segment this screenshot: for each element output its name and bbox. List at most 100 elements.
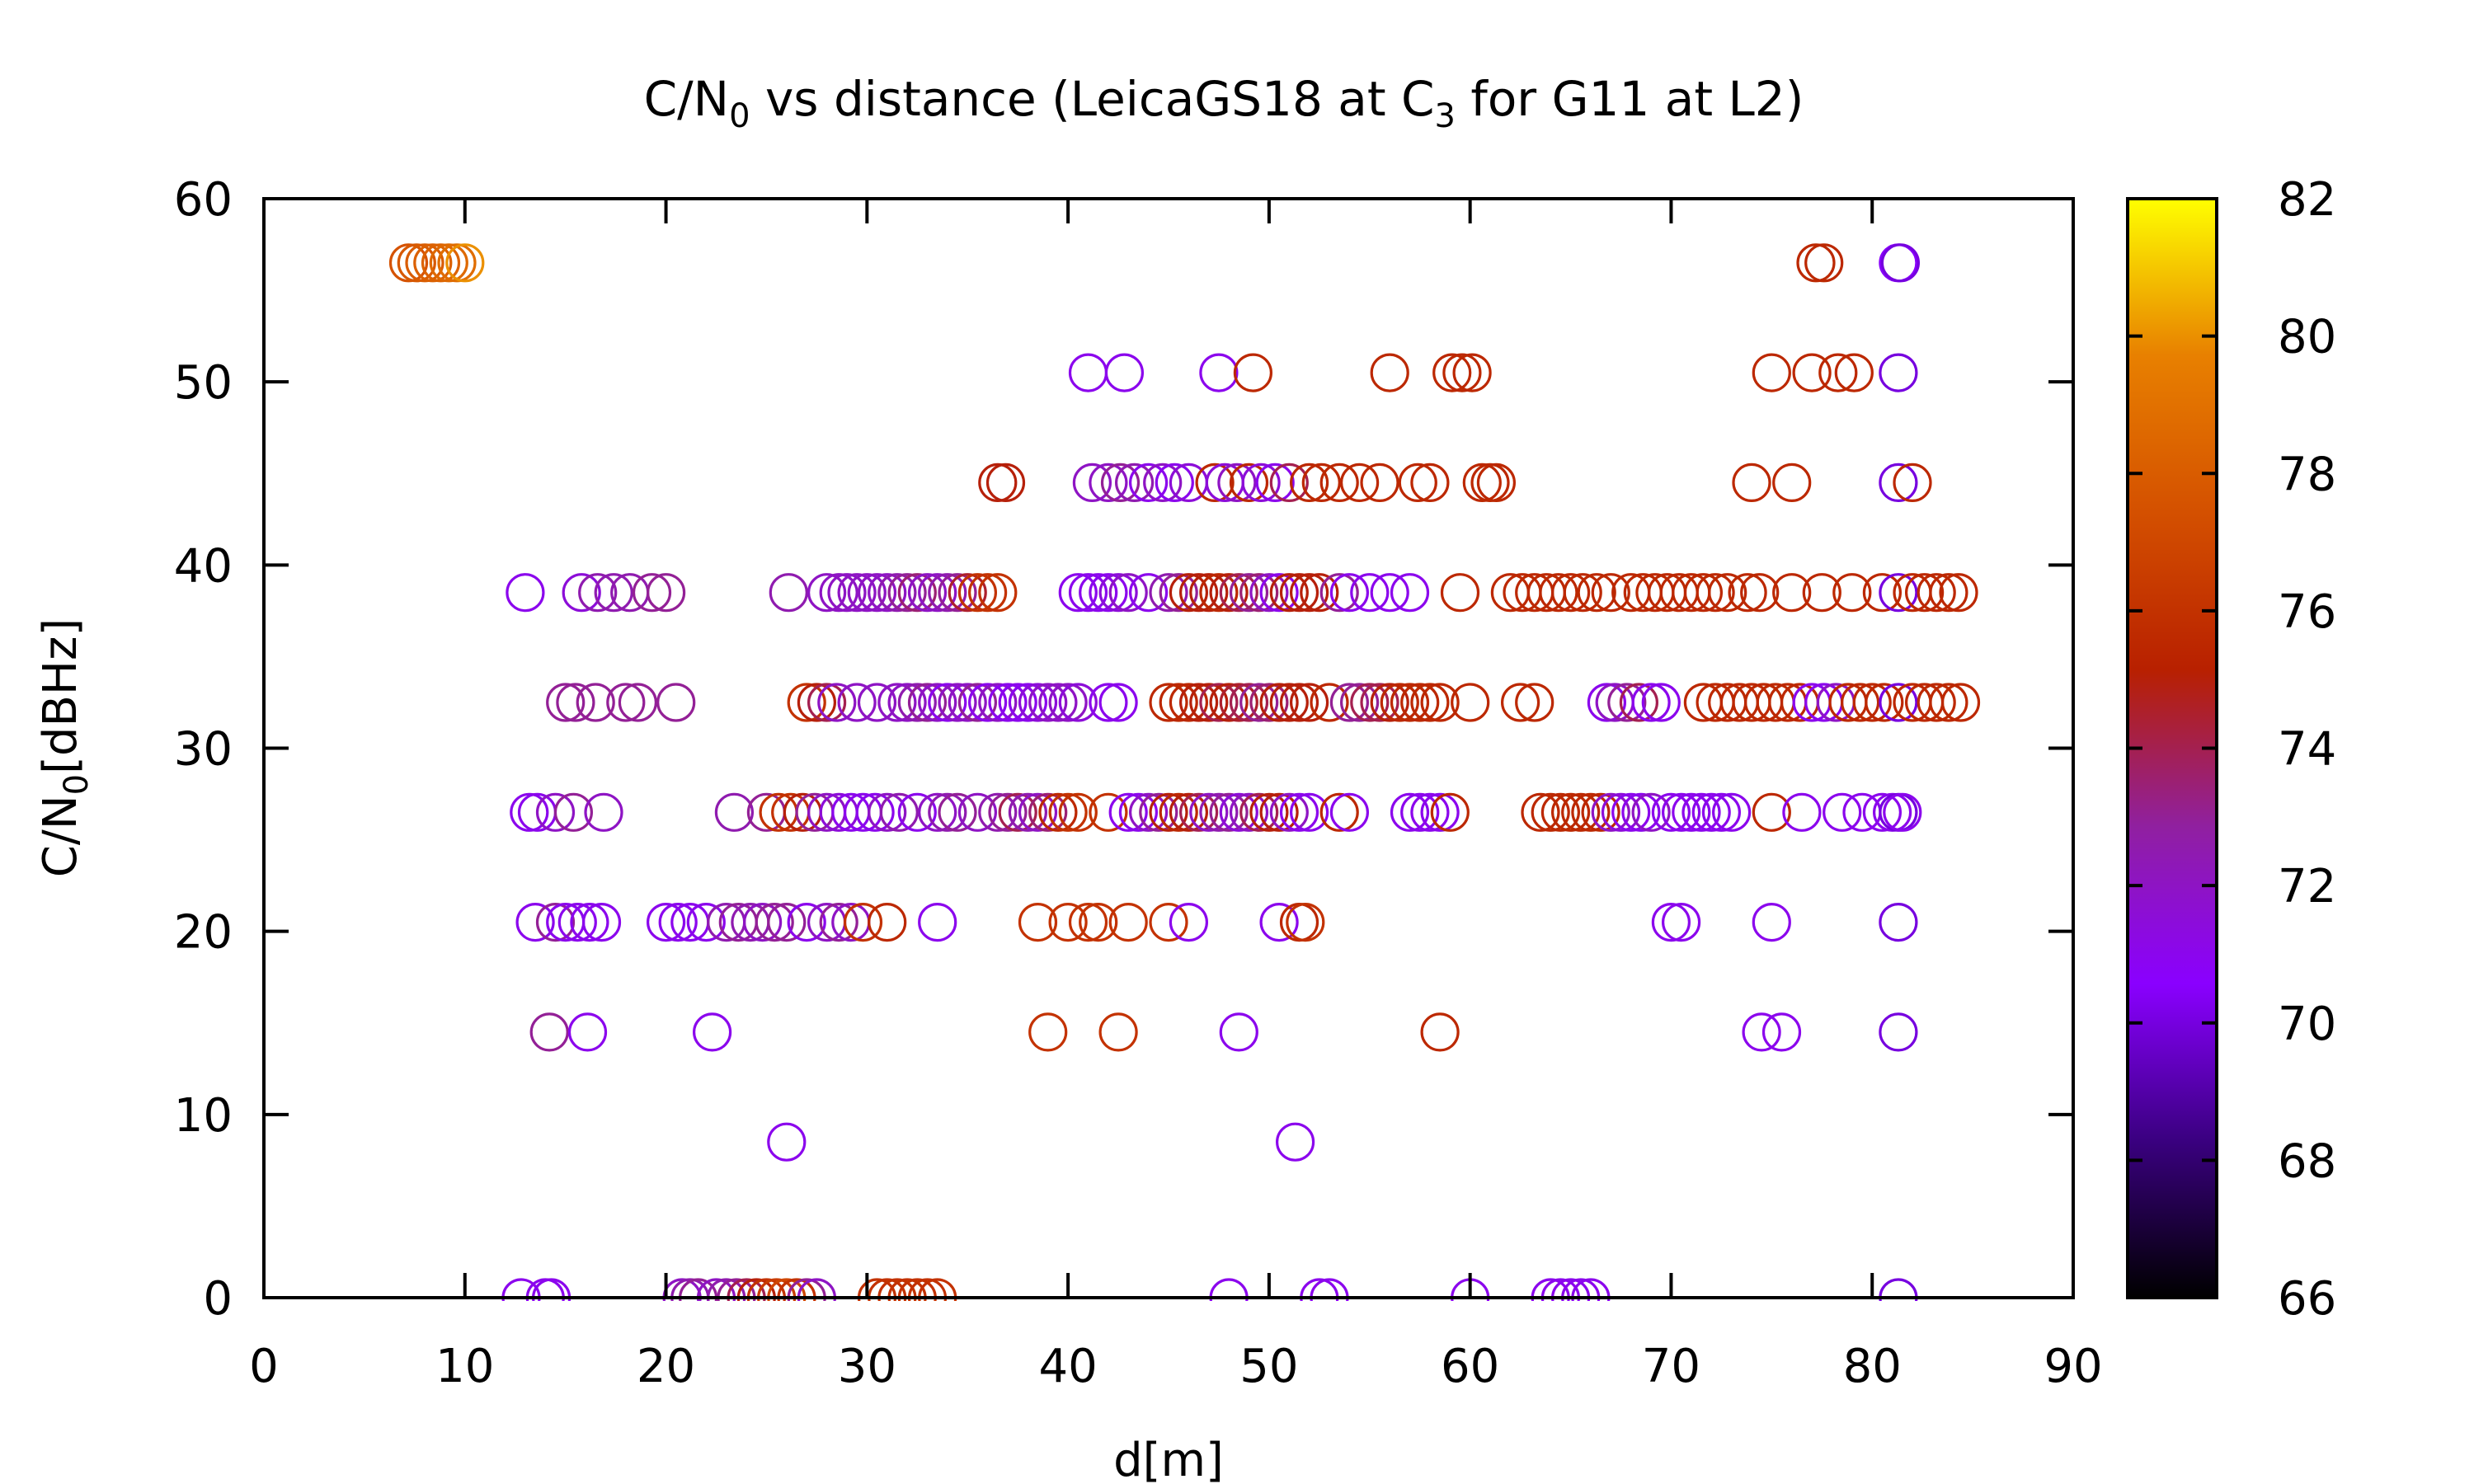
data-point [1619, 683, 1659, 722]
data-point [1259, 792, 1299, 832]
data-point [1008, 683, 1048, 722]
data-point [632, 573, 672, 613]
data-point [1939, 573, 1978, 613]
y-axis-label: C/N0[dBHz] [34, 618, 96, 877]
data-point [1879, 902, 1918, 942]
data-point [714, 792, 755, 832]
x-tick-label: 10 [435, 1340, 494, 1393]
data-point [1128, 463, 1169, 503]
x-tick-label: 70 [1642, 1340, 1700, 1393]
data-point [405, 243, 444, 283]
data-point [1169, 683, 1209, 722]
data-point [1319, 573, 1359, 613]
data-point [556, 683, 595, 722]
chart-title-subscript-2: 3 [1435, 97, 1456, 135]
data-point [1219, 573, 1258, 613]
data-point [1410, 683, 1450, 722]
data-point [1169, 792, 1209, 832]
data-point [1929, 683, 1968, 722]
data-point [807, 683, 847, 722]
data-point [1400, 683, 1440, 722]
data-point [557, 902, 597, 942]
data-point [1108, 792, 1148, 832]
data-point [1189, 683, 1229, 722]
data-point [1917, 683, 1956, 722]
data-point [1672, 792, 1711, 832]
data-point [868, 902, 907, 942]
data-point [1451, 683, 1490, 722]
data-point [1772, 573, 1812, 613]
data-point [1189, 792, 1229, 832]
data-point [1879, 353, 1918, 392]
data-point [1834, 353, 1874, 392]
data-point [1128, 792, 1169, 832]
data-point [1329, 792, 1370, 832]
data-point [1239, 573, 1279, 613]
data-point [1601, 792, 1641, 832]
data-point [755, 902, 794, 942]
data-point [857, 573, 897, 613]
data-point [1651, 902, 1691, 942]
data-point [1752, 792, 1791, 832]
plot-area-frame [262, 197, 2075, 1299]
data-point [1865, 683, 1904, 722]
data-point [553, 792, 594, 832]
data-point [594, 573, 633, 613]
data-point [529, 1012, 569, 1052]
data-point [1571, 792, 1611, 832]
data-point [1329, 573, 1370, 613]
y-tick-label: 30 [174, 723, 233, 777]
data-point [606, 683, 646, 722]
data-point [1696, 573, 1735, 613]
data-point [1370, 683, 1409, 722]
data-point [1879, 573, 1918, 613]
data-point [1893, 463, 1932, 503]
data-point [1742, 1012, 1781, 1052]
data-point [1539, 573, 1578, 613]
data-point [1879, 463, 1918, 503]
data-point [1661, 792, 1701, 832]
data-point [692, 1012, 732, 1052]
data-point [1462, 463, 1502, 503]
data-point [928, 573, 967, 613]
data-point [1159, 792, 1198, 832]
data-point [897, 792, 937, 832]
data-point [1279, 683, 1319, 722]
data-point [1028, 792, 1068, 832]
data-point [1611, 792, 1651, 832]
data-point [1728, 573, 1767, 613]
colorbar-tick-label: 72 [2278, 860, 2336, 913]
data-point [1195, 463, 1235, 503]
data-point [576, 683, 615, 722]
data-point [1038, 792, 1078, 832]
data-point [1390, 573, 1430, 613]
data-point [1621, 792, 1661, 832]
data-point [581, 902, 622, 942]
data-point [1199, 573, 1239, 613]
data-point [978, 573, 1018, 613]
data-point [1796, 243, 1836, 283]
data-point [877, 573, 917, 613]
data-point [1772, 463, 1812, 503]
data-point [1178, 792, 1219, 832]
data-point [907, 573, 948, 613]
data-point [1028, 683, 1068, 722]
data-point [1286, 902, 1325, 942]
data-point [1410, 792, 1450, 832]
data-point [1587, 683, 1627, 722]
data-point [1108, 902, 1148, 942]
data-point [1752, 353, 1791, 392]
data-point [388, 243, 429, 283]
data-point [1310, 683, 1349, 722]
data-point [686, 902, 726, 942]
chart-title-subscript: 0 [729, 97, 750, 135]
data-point [1118, 792, 1159, 832]
data-point [1100, 463, 1141, 503]
data-point [510, 792, 549, 832]
data-point [957, 573, 998, 613]
x-axis: 0 10 20 30 40 50 60 70 80 90 [249, 199, 2103, 1393]
data-point [938, 683, 977, 722]
data-point [1139, 792, 1178, 832]
data-point [907, 683, 948, 722]
data-point [967, 573, 1008, 613]
